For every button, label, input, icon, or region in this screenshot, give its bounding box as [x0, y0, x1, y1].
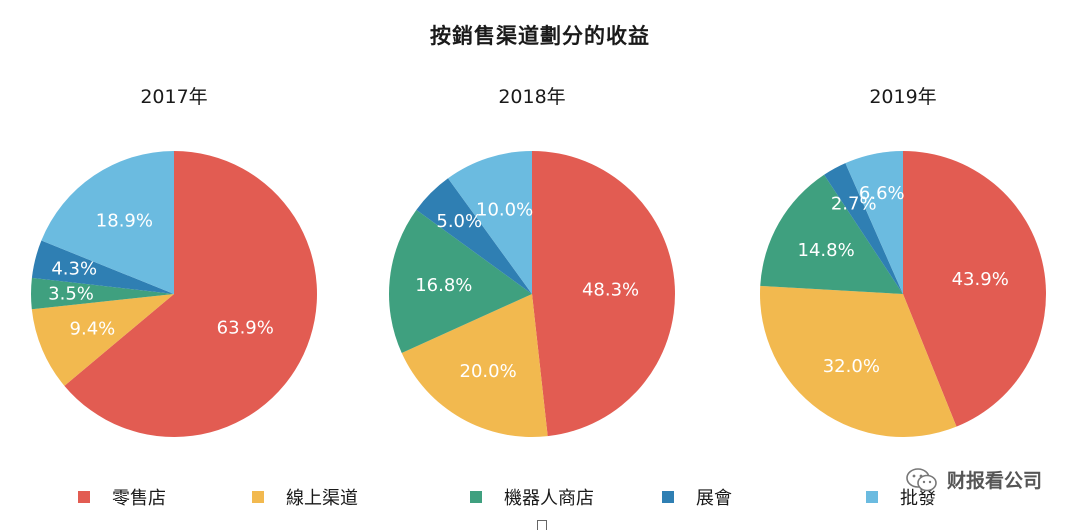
slice-label: 20.0% [460, 361, 517, 382]
pie-title: 2018年 [498, 86, 565, 108]
slice-label: 4.3% [51, 259, 97, 280]
slice-label: 14.8% [798, 240, 855, 261]
pie-slice [448, 151, 532, 294]
pie-slice [416, 178, 532, 294]
slice-label: 2.7% [831, 194, 877, 215]
pie-slice [30, 277, 174, 310]
legend-label: 機器人商店 [504, 488, 594, 509]
pie-1: 2018年 48.3% 20.0% 16.8% 5.0%10.0% [389, 86, 676, 437]
legend-item-exhibition: 展會 [662, 484, 732, 510]
legend-swatch [78, 491, 90, 503]
pie-slice [401, 294, 548, 437]
pie-title: 2017年 [140, 86, 207, 108]
pie-0: 2017年 63.9% 9.4% 3.5% 4.3% 18.9% [30, 86, 317, 437]
legend-label: 展會 [696, 488, 732, 509]
slice-label: 6.6% [859, 183, 905, 204]
pie-2: 2019年 43.9% 32.0% 14.8% 2.7%6.6% [760, 86, 1047, 438]
pie-slice [41, 151, 175, 294]
wechat-icon [906, 467, 937, 491]
slice-label: 3.5% [48, 284, 94, 305]
pie-slice [64, 151, 317, 437]
cropped-mark [537, 520, 547, 530]
slice-label: 32.0% [823, 356, 880, 377]
slice-label: 63.9% [217, 317, 274, 338]
pie-slice [389, 209, 532, 353]
pie-slice [31, 240, 175, 294]
chart-title: 按銷售渠道劃分的收益 [430, 24, 650, 48]
pie-slice [31, 294, 174, 386]
legend-swatch [662, 491, 674, 503]
legend-swatch [252, 491, 264, 503]
legend-item-retail: 零售店 [78, 484, 166, 510]
pie-slice [903, 151, 1047, 427]
pie-title: 2019年 [869, 86, 936, 108]
watermark-text: 财报看公司 [946, 470, 1042, 492]
legend-item-robot-store: 機器人商店 [470, 484, 594, 510]
slice-label: 43.9% [952, 269, 1009, 290]
slice-label: 16.8% [415, 275, 472, 296]
legend-item-online: 線上渠道 [252, 484, 358, 510]
slice-label: 10.0% [476, 200, 533, 221]
legend-label: 線上渠道 [286, 488, 358, 509]
legend-swatch [866, 491, 878, 503]
pie-slice [824, 163, 903, 294]
legend: 零售店 線上渠道 機器人商店 展會 批發 [0, 484, 1080, 510]
legend-label: 批發 [900, 488, 936, 509]
slice-label: 9.4% [70, 319, 116, 340]
pie-slice [760, 285, 957, 438]
legend-swatch [470, 491, 482, 503]
pie-slice [845, 151, 903, 294]
legend-label: 零售店 [112, 488, 166, 509]
legend-item-wholesale: 批發 [866, 484, 936, 510]
slice-label: 18.9% [96, 211, 153, 232]
watermark: 财报看公司 [905, 466, 1042, 493]
slice-label: 48.3% [582, 280, 639, 301]
pie-slice [760, 174, 903, 294]
slice-label: 5.0% [436, 211, 482, 232]
pie-slice [532, 151, 676, 437]
